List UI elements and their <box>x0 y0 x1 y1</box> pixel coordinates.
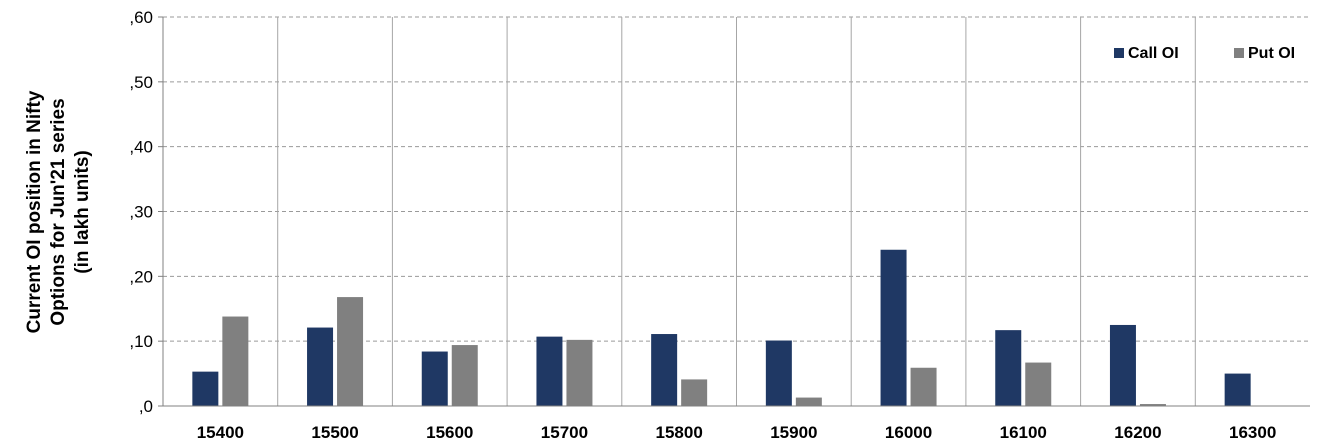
bar-put-oi-15600 <box>451 345 478 406</box>
x-tick-label: 15600 <box>426 423 473 442</box>
bar-put-oi-15700 <box>566 339 593 406</box>
bar-call-oi-15800 <box>651 334 678 406</box>
x-tick-label: 16200 <box>1114 423 1161 442</box>
x-tick-label: 15700 <box>541 423 588 442</box>
bar-put-oi-16200 <box>1139 404 1166 406</box>
bar-put-oi-15500 <box>337 297 364 406</box>
bar-call-oi-15900 <box>765 340 792 406</box>
bar-put-oi-15400 <box>222 316 249 406</box>
y-axis-title-line: Options for Jun'21 series <box>48 98 69 325</box>
bar-call-oi-16300 <box>1224 373 1251 406</box>
legend-swatch <box>1234 48 1244 58</box>
y-tick-label: ,40 <box>129 138 153 157</box>
bar-put-oi-15900 <box>795 397 822 406</box>
y-tick-label: ,0 <box>139 397 153 416</box>
bar-put-oi-15800 <box>681 379 708 406</box>
vertical-gridlines <box>277 17 1196 406</box>
bar-call-oi-15600 <box>421 351 448 406</box>
y-tick-label: ,50 <box>129 73 153 92</box>
y-tick-label: ,60 <box>129 8 153 27</box>
x-tick-label: 16000 <box>885 423 932 442</box>
legend-label: Put OI <box>1248 45 1295 62</box>
bar-put-oi-16000 <box>910 367 937 406</box>
x-tick-label: 15800 <box>656 423 703 442</box>
bars <box>192 249 1251 406</box>
y-tick-label: ,20 <box>129 267 153 286</box>
bar-call-oi-16200 <box>1109 324 1136 406</box>
y-tick-label: ,30 <box>129 203 153 222</box>
y-axis-title-line: Current OI position in Nifty <box>24 90 45 333</box>
legend-swatch <box>1114 48 1124 58</box>
axes <box>158 16 1310 407</box>
y-tick-label: ,10 <box>129 332 153 351</box>
bar-call-oi-15700 <box>536 336 563 406</box>
bar-call-oi-16100 <box>995 330 1022 406</box>
x-tick-label: 15400 <box>197 423 244 442</box>
bar-call-oi-15500 <box>307 327 334 406</box>
bar-call-oi-15400 <box>192 371 219 406</box>
x-tick-label: 16300 <box>1229 423 1276 442</box>
y-axis-label: Current OI position in Nifty Options for … <box>24 90 93 333</box>
x-tick-label: 16100 <box>1000 423 1047 442</box>
x-tick-label: 15900 <box>770 423 817 442</box>
x-tick-label: 15500 <box>311 423 358 442</box>
bar-put-oi-16100 <box>1025 362 1052 406</box>
y-axis-title-line: (in lakh units) <box>72 150 93 274</box>
x-tick-labels: 15400 15500 15600 15700 15800 15900 16000 16100… <box>197 423 1277 442</box>
bar-call-oi-16000 <box>880 249 907 406</box>
legend: Call OI Put OI <box>1114 45 1295 62</box>
legend-label: Call OI <box>1128 45 1179 62</box>
y-tick-labels: ,0 ,10 ,20 ,30 ,40 ,50 ,60 <box>129 8 153 416</box>
